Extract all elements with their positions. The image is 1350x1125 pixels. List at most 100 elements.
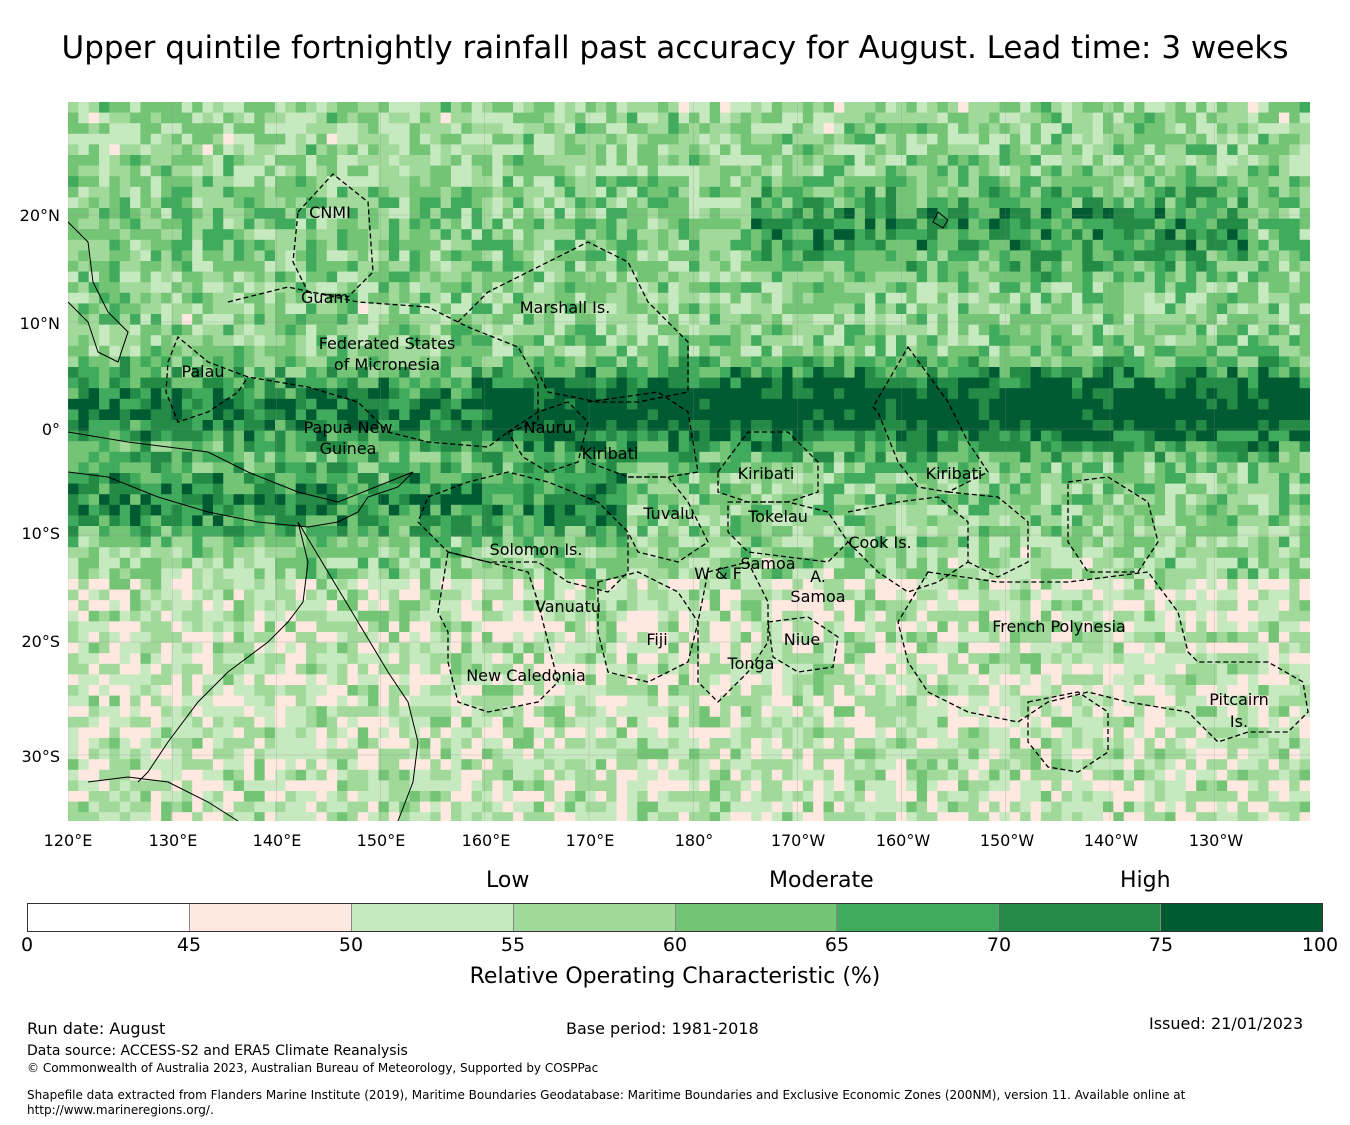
roc-cell	[833, 176, 845, 188]
roc-cell	[523, 176, 535, 188]
roc-cell	[1237, 345, 1249, 357]
roc-cell	[1020, 292, 1032, 304]
roc-cell	[513, 515, 524, 527]
roc-cell	[1216, 155, 1228, 167]
roc-cell	[378, 335, 390, 347]
roc-cell	[1154, 292, 1166, 304]
roc-cell	[99, 430, 110, 442]
roc-cell	[709, 356, 721, 368]
roc-cell	[68, 504, 79, 516]
roc-cell	[637, 367, 649, 379]
roc-cell	[720, 324, 731, 336]
roc-cell	[1237, 165, 1249, 177]
roc-cell	[399, 144, 411, 156]
roc-cell	[678, 282, 690, 294]
roc-cell	[202, 462, 214, 474]
roc-cell	[544, 133, 555, 145]
roc-cell	[1216, 409, 1228, 421]
roc-cell	[937, 388, 949, 400]
roc-cell	[927, 165, 938, 177]
roc-cell	[430, 282, 442, 294]
roc-cell	[223, 239, 235, 251]
roc-cell	[109, 441, 121, 453]
roc-cell	[378, 483, 390, 495]
roc-cell	[968, 483, 980, 495]
roc-cell	[595, 324, 607, 336]
roc-cell	[595, 367, 607, 379]
roc-cell	[1020, 367, 1032, 379]
roc-cell	[1185, 239, 1197, 251]
roc-cell	[68, 526, 79, 538]
roc-cell	[1175, 197, 1187, 209]
roc-cell	[254, 515, 266, 527]
roc-cell	[523, 112, 535, 124]
roc-cell	[1216, 261, 1228, 273]
roc-cell	[78, 377, 90, 389]
roc-cell	[264, 451, 276, 463]
roc-cell	[1227, 515, 1239, 527]
roc-cell	[78, 430, 90, 442]
roc-cell	[1175, 441, 1187, 453]
roc-cell	[637, 441, 649, 453]
roc-cell	[782, 165, 793, 177]
roc-cell	[357, 526, 369, 538]
roc-cell	[906, 420, 918, 432]
roc-cell	[295, 123, 307, 135]
roc-cell	[989, 133, 1000, 145]
roc-cell	[782, 102, 793, 114]
roc-cell	[1154, 303, 1166, 315]
roc-cell	[388, 398, 400, 410]
roc-cell	[316, 515, 328, 527]
roc-cell	[864, 229, 876, 241]
roc-cell	[1113, 208, 1125, 220]
roc-cell	[1123, 303, 1135, 315]
roc-cell	[492, 123, 504, 135]
roc-cell	[202, 303, 214, 315]
roc-cell	[864, 367, 876, 379]
roc-cell	[1227, 292, 1239, 304]
roc-cell	[1206, 335, 1218, 347]
roc-cell	[885, 409, 897, 421]
roc-cell	[1123, 197, 1135, 209]
roc-cell	[730, 473, 742, 485]
roc-cell	[833, 451, 845, 463]
roc-cell	[947, 271, 959, 283]
roc-cell	[212, 271, 224, 283]
roc-cell	[513, 303, 524, 315]
roc-cell	[1103, 356, 1114, 368]
roc-cell	[699, 526, 711, 538]
roc-cell	[554, 441, 566, 453]
roc-cell	[513, 112, 524, 124]
roc-cell	[1051, 123, 1063, 135]
roc-cell	[854, 144, 866, 156]
roc-cell	[68, 165, 79, 177]
roc-cell	[326, 335, 338, 347]
roc-cell	[740, 409, 752, 421]
roc-cell	[844, 271, 856, 283]
roc-cell	[885, 377, 897, 389]
roc-cell	[1134, 271, 1145, 283]
roc-cell	[295, 144, 307, 156]
roc-cell	[833, 504, 845, 516]
roc-cell	[68, 250, 79, 262]
roc-cell	[316, 229, 328, 241]
roc-cell	[1020, 271, 1032, 283]
roc-cell	[140, 324, 152, 336]
roc-cell	[678, 504, 690, 516]
roc-cell	[875, 462, 887, 474]
roc-cell	[430, 324, 442, 336]
roc-cell	[999, 208, 1011, 220]
roc-cell	[1268, 398, 1280, 410]
roc-cell	[544, 144, 555, 156]
roc-cell	[1020, 451, 1032, 463]
roc-cell	[1196, 441, 1207, 453]
roc-cell	[875, 367, 887, 379]
roc-cell	[906, 186, 918, 198]
roc-cell	[254, 218, 266, 230]
roc-cell	[337, 409, 348, 421]
roc-cell	[958, 526, 969, 538]
roc-cell	[751, 473, 762, 485]
roc-cell	[254, 420, 266, 432]
roc-cell	[1040, 102, 1052, 114]
roc-cell	[275, 208, 286, 220]
